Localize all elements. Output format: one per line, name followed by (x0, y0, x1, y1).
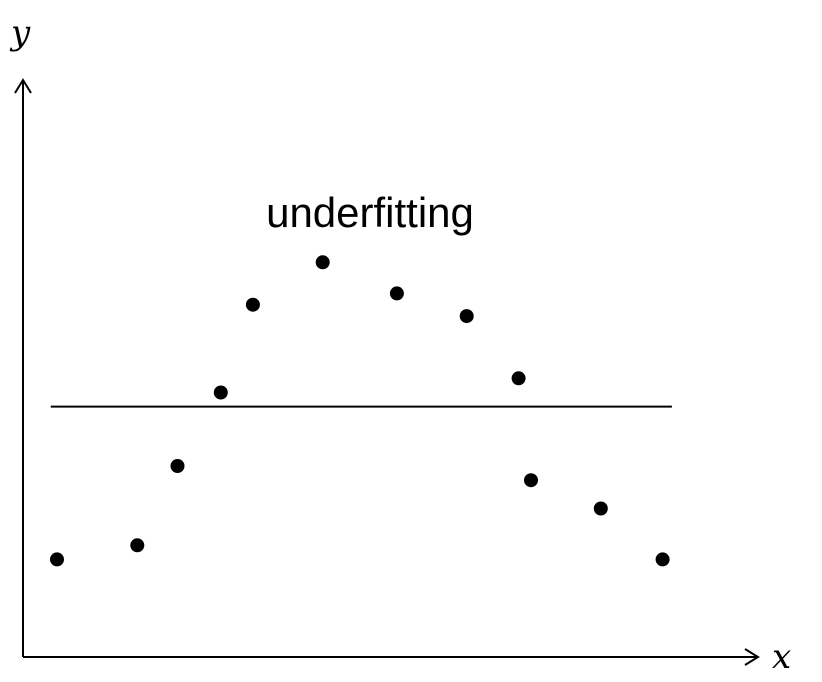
data-point-6 (315, 255, 330, 270)
data-point-9 (511, 371, 526, 386)
data-point-12 (655, 552, 670, 567)
data-point-3 (170, 459, 185, 473)
y-axis-label: y (9, 13, 31, 53)
y-axis (14, 78, 32, 657)
x-axis (23, 648, 760, 666)
data-point-2 (130, 538, 145, 553)
data-point-8 (459, 309, 474, 324)
data-points (50, 255, 670, 567)
data-point-5 (245, 297, 260, 312)
data-point-4 (213, 385, 228, 400)
data-point-10 (524, 473, 538, 488)
x-axis-label: x (772, 637, 791, 677)
underfitting-annotation: underfitting (266, 189, 474, 236)
data-point-1 (50, 552, 64, 567)
data-point-11 (593, 501, 608, 516)
data-point-7 (389, 286, 404, 301)
